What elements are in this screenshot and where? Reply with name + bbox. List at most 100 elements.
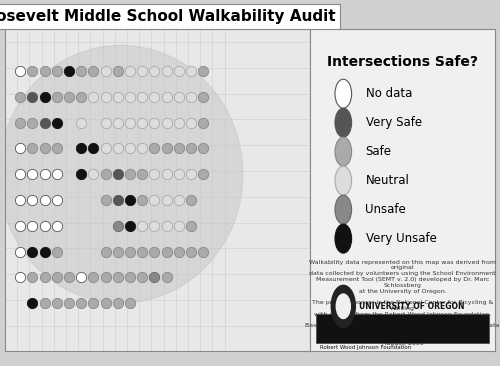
Point [53,300,61,306]
Point [53,274,61,280]
Point [90,300,98,306]
Point [126,68,134,74]
Point [16,146,24,152]
Point [53,171,61,177]
Point [40,249,48,254]
Point [90,274,98,280]
Text: UNIVERSITY OF OREGON: UNIVERSITY OF OREGON [359,302,465,311]
Point [28,120,36,126]
Text: Very Safe: Very Safe [366,116,422,129]
Point [114,300,122,306]
Point [150,197,158,203]
Point [102,120,110,126]
Point [199,94,207,100]
Point [126,197,134,203]
Point [53,197,61,203]
Point [175,223,183,229]
Point [90,171,98,177]
Text: Very Unsafe: Very Unsafe [366,232,436,245]
Text: BUILDING STRONGER COMMUNITIES: BUILDING STRONGER COMMUNITIES [341,337,419,341]
Point [150,120,158,126]
Point [77,300,85,306]
Point [138,68,146,74]
Point [16,171,24,177]
Circle shape [335,224,351,253]
Point [138,120,146,126]
Point [114,68,122,74]
Point [162,274,170,280]
Point [65,94,73,100]
Circle shape [335,166,351,195]
Text: Roosevelt Middle School Walkability Audit: Roosevelt Middle School Walkability Audi… [0,9,336,24]
Point [102,274,110,280]
Point [90,94,98,100]
Point [126,120,134,126]
Point [114,171,122,177]
Point [138,94,146,100]
Point [114,274,122,280]
Point [126,94,134,100]
Point [53,120,61,126]
Point [28,249,36,254]
Point [175,249,183,254]
Point [187,197,195,203]
Point [187,249,195,254]
Point [102,171,110,177]
Point [150,249,158,254]
Text: Unsafe: Unsafe [366,203,406,216]
Point [40,146,48,152]
Point [187,223,195,229]
Point [150,68,158,74]
Point [162,197,170,203]
Point [102,94,110,100]
Point [40,223,48,229]
Point [16,274,24,280]
Point [40,197,48,203]
Point [16,197,24,203]
Point [114,120,122,126]
Point [138,171,146,177]
Point [16,249,24,254]
Point [175,94,183,100]
Point [28,274,36,280]
Point [40,120,48,126]
Point [150,171,158,177]
Point [187,120,195,126]
Text: Neutral: Neutral [366,174,410,187]
Circle shape [335,108,351,137]
Point [162,68,170,74]
Point [138,197,146,203]
Point [53,146,61,152]
Point [138,223,146,229]
Point [126,249,134,254]
Text: Intersections Safe?: Intersections Safe? [327,55,478,69]
Point [28,197,36,203]
Circle shape [0,45,243,303]
Text: Walkability data represented on this map was derived from original
data collecte: Walkability data represented on this map… [306,259,500,346]
Point [126,300,134,306]
Point [114,223,122,229]
Point [199,120,207,126]
Circle shape [336,294,350,318]
Point [16,120,24,126]
Circle shape [332,285,355,327]
Point [187,171,195,177]
Point [162,146,170,152]
Point [162,171,170,177]
Circle shape [335,195,351,224]
Point [90,146,98,152]
Point [175,146,183,152]
Point [175,68,183,74]
Point [102,146,110,152]
Point [187,68,195,74]
Point [16,94,24,100]
Point [126,274,134,280]
Point [138,274,146,280]
Point [175,197,183,203]
Text: bikewalk: bikewalk [350,322,411,335]
Point [16,223,24,229]
Point [199,68,207,74]
Point [77,68,85,74]
Point [114,146,122,152]
Point [28,94,36,100]
